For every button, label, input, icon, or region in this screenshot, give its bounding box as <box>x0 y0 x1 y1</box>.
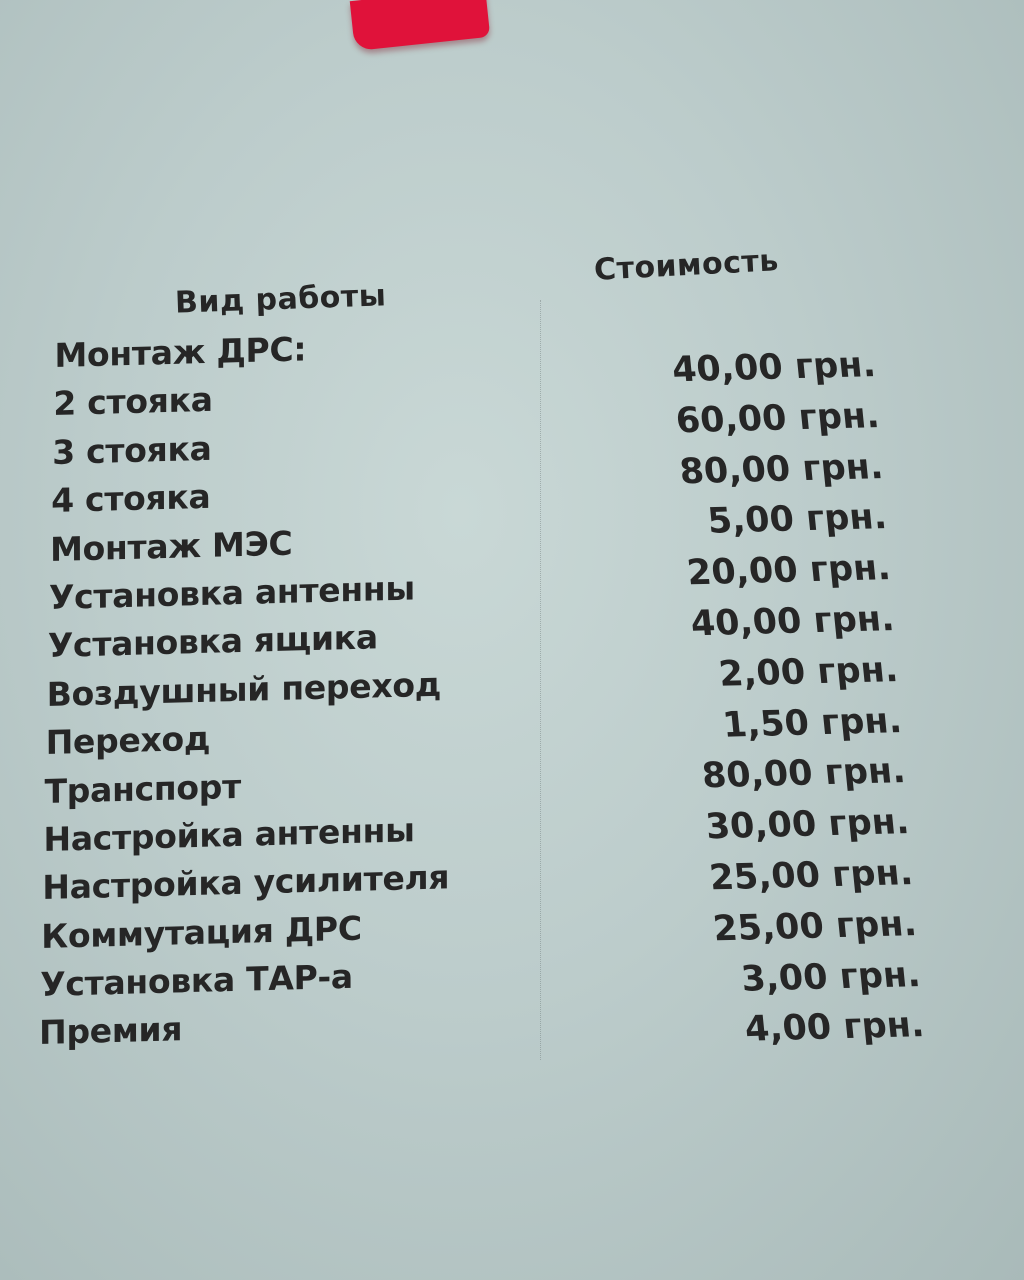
header-work-type: Вид работы <box>174 278 387 321</box>
price: 30,00 грн. <box>704 802 912 848</box>
price: 40,00 грн. <box>670 345 878 391</box>
work-type-column: Монтаж ДРС: 2 стояка 3 стояка 4 стояка М… <box>39 329 462 1058</box>
red-tape <box>349 0 491 51</box>
price: 25,00 грн. <box>711 903 919 950</box>
price: 80,00 грн. <box>678 446 886 492</box>
price: 40,00 грн. <box>689 598 897 645</box>
price: 80,00 грн. <box>700 751 908 797</box>
price: 2,00 грн. <box>717 649 901 695</box>
paper-fold-line <box>540 300 541 1060</box>
price: 25,00 грн. <box>707 852 916 899</box>
price: 4,00 грн. <box>743 1005 927 1051</box>
header-cost: Стоимость <box>593 243 780 288</box>
price: 5,00 грн. <box>706 497 890 543</box>
cost-column: 40,00 грн. 60,00 грн. 80,00 грн. 5,00 гр… <box>670 340 927 1051</box>
price: 3,00 грн. <box>739 954 923 1000</box>
work-item: Премия <box>39 1009 183 1053</box>
price: 1,50 грн. <box>720 700 904 746</box>
price: 20,00 грн. <box>685 548 893 594</box>
price: 60,00 грн. <box>674 395 882 442</box>
